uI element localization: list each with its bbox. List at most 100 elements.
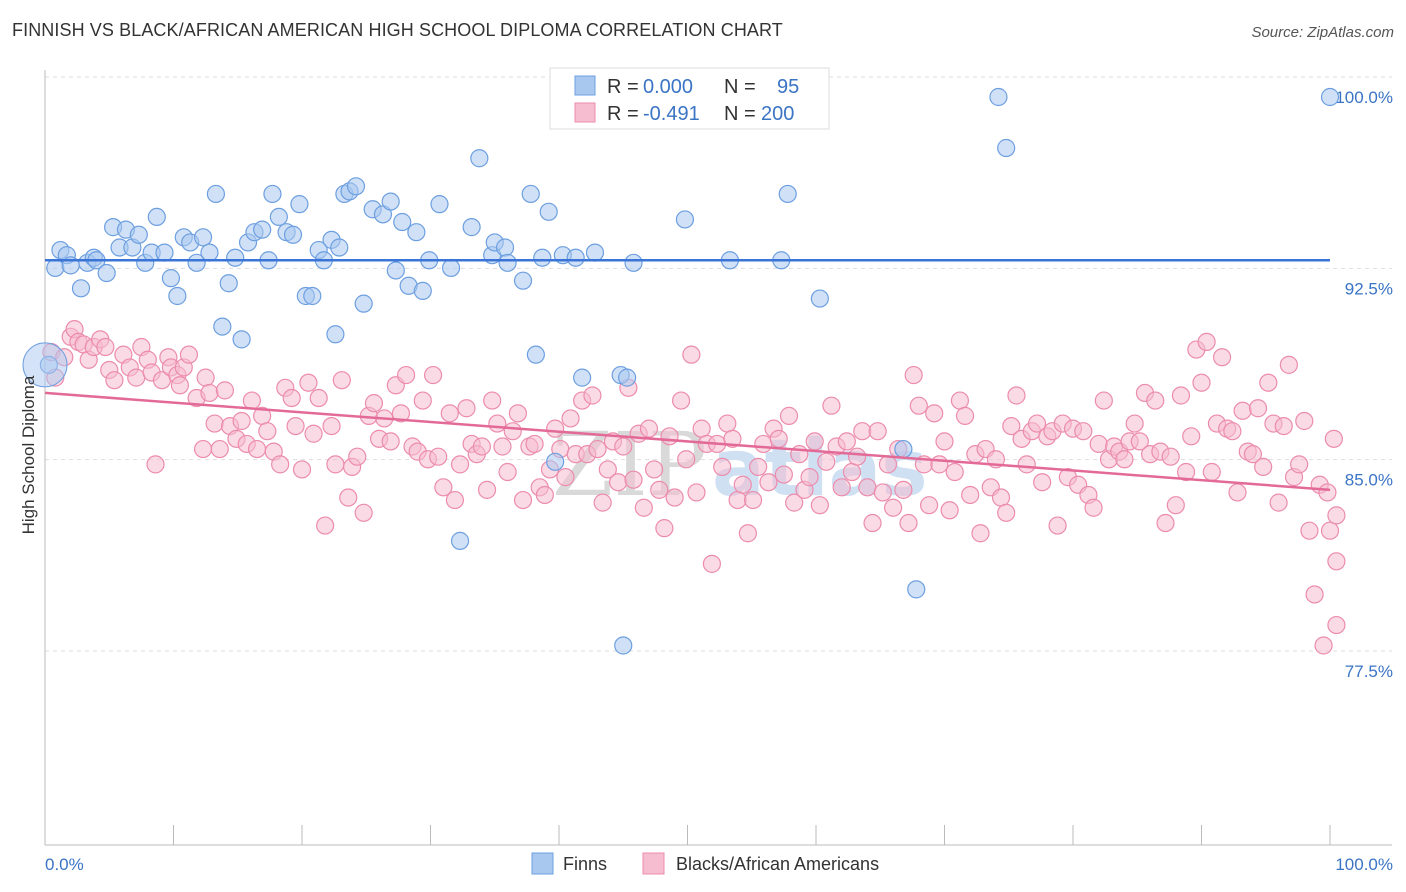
point-finns — [513, 271, 533, 290]
point-blacks — [733, 475, 752, 494]
point-blacks — [682, 345, 701, 364]
point-finns — [213, 317, 232, 336]
point-finns — [907, 580, 926, 599]
point-finns — [470, 149, 489, 168]
point-finns — [521, 184, 540, 204]
point-blacks — [665, 488, 684, 507]
point-blacks — [1228, 483, 1247, 502]
point-blacks — [848, 447, 867, 466]
point-blacks — [1166, 496, 1185, 515]
point-blacks — [488, 414, 507, 433]
point-finns — [989, 87, 1008, 107]
point-blacks — [1274, 416, 1293, 436]
point-blacks — [935, 432, 954, 451]
point-blacks — [1048, 516, 1067, 535]
point-finns — [430, 195, 449, 214]
point-blacks — [800, 468, 819, 487]
point-blacks — [503, 422, 522, 441]
point-blacks — [1125, 414, 1144, 433]
point-blacks — [146, 455, 165, 474]
point-blacks — [1248, 399, 1268, 418]
point-blacks — [1314, 636, 1333, 655]
point-blacks — [1192, 373, 1211, 392]
point-blacks — [759, 473, 778, 492]
point-blacks — [624, 470, 643, 489]
point-blacks — [1176, 462, 1196, 482]
bottom-legend-finns-swatch — [531, 852, 554, 875]
point-finns — [168, 286, 187, 306]
point-blacks — [434, 478, 453, 497]
point-blacks — [1146, 391, 1165, 410]
grid-layer: 100.0% 92.5% 85.0% 77.5% — [45, 76, 1393, 681]
point-blacks — [660, 427, 679, 446]
point-blacks — [1115, 450, 1134, 469]
point-finns — [226, 248, 245, 267]
point-finns — [498, 253, 517, 272]
point-blacks — [535, 485, 554, 505]
point-finns — [539, 202, 558, 221]
point-blacks — [609, 473, 628, 492]
point-finns — [450, 531, 470, 550]
point-blacks — [316, 516, 335, 535]
point-finns — [624, 253, 643, 272]
point-blacks — [832, 478, 851, 497]
point-blacks — [779, 406, 799, 425]
point-finns — [155, 243, 174, 262]
point-blacks — [853, 422, 872, 441]
point-blacks — [883, 498, 903, 517]
series-blacks-points — [42, 320, 1346, 655]
point-blacks — [391, 404, 411, 423]
point-blacks — [472, 437, 491, 456]
point-finns — [290, 195, 309, 214]
point-blacks — [364, 394, 384, 413]
bottom-legend-blacks-label: Blacks/African Americans — [676, 854, 879, 874]
point-finns — [894, 439, 913, 459]
legend-blacks-r-value: -0.491 — [643, 103, 700, 125]
point-blacks — [493, 437, 512, 456]
point-finns — [614, 636, 633, 655]
point-blacks — [381, 432, 400, 451]
y-tick-label: 92.5% — [1345, 279, 1393, 298]
point-blacks — [805, 432, 824, 451]
point-blacks — [842, 462, 862, 482]
point-blacks — [754, 434, 773, 454]
point-blacks — [1182, 427, 1201, 446]
point-finns — [283, 225, 303, 244]
legend-finns-r-label: R = — [607, 76, 639, 98]
point-blacks — [556, 468, 575, 487]
point-finns — [585, 243, 605, 262]
bottom-legend-finns-label: Finns — [563, 854, 607, 874]
point-finns — [566, 248, 585, 267]
point-blacks — [909, 396, 928, 415]
point-blacks — [940, 501, 959, 520]
point-blacks — [299, 373, 318, 392]
point-blacks — [457, 399, 476, 418]
point-blacks — [919, 496, 939, 515]
point-blacks — [950, 391, 970, 410]
point-blacks — [1269, 493, 1288, 512]
point-blacks — [925, 404, 944, 423]
point-blacks — [450, 455, 470, 474]
point-blacks — [1171, 386, 1191, 405]
point-blacks — [322, 416, 341, 436]
axis-layer: 0.0% 100.0% — [44, 70, 1393, 874]
point-blacks — [1212, 348, 1232, 367]
point-blacks — [671, 391, 691, 410]
point-finns — [326, 325, 345, 344]
point-blacks — [598, 460, 617, 479]
point-finns — [232, 330, 251, 349]
point-finns — [253, 220, 272, 239]
point-finns — [1320, 87, 1340, 107]
point-blacks — [687, 483, 706, 502]
point-blacks — [354, 503, 373, 522]
point-blacks — [525, 434, 544, 454]
point-blacks — [498, 462, 517, 482]
point-finns — [269, 207, 288, 227]
y-tick-label: 77.5% — [1345, 662, 1393, 681]
point-blacks — [1161, 447, 1180, 466]
point-blacks — [738, 524, 757, 543]
point-blacks — [650, 480, 669, 499]
point-finns-large — [22, 342, 68, 388]
point-blacks — [309, 388, 328, 408]
